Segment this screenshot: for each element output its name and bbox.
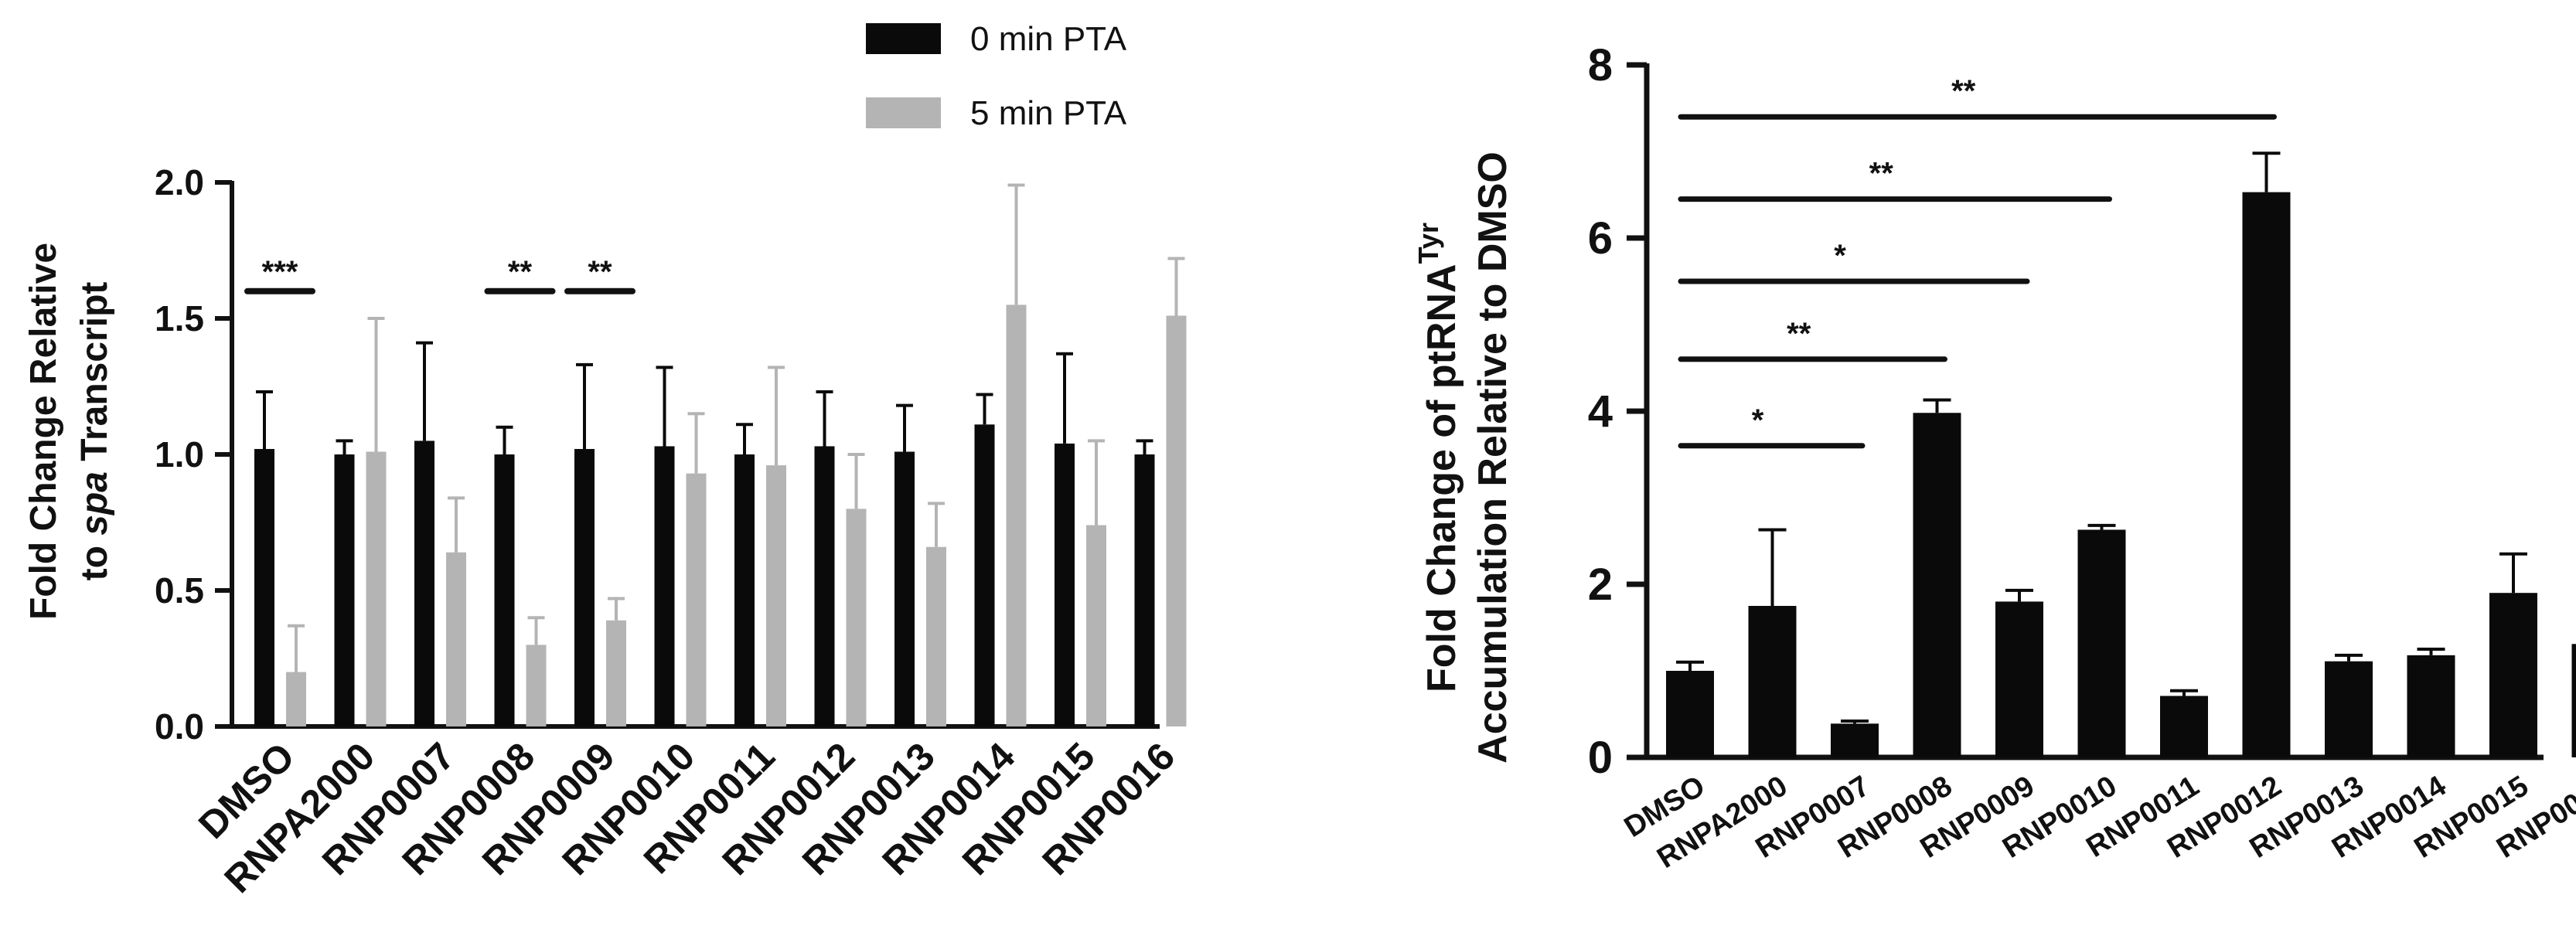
bar-min0 xyxy=(254,448,274,726)
bar xyxy=(1995,601,2043,757)
bar-min0 xyxy=(494,454,515,726)
y-tick-label: 0 xyxy=(1588,733,1613,783)
y-axis-title-part: Transcript xyxy=(74,282,115,471)
y-axis-title-line1: Fold Change of ptRNATyr xyxy=(1412,223,1464,692)
legend-swatch xyxy=(866,23,941,54)
y-tick-label: 4 xyxy=(1588,386,1613,437)
y-tick-label: 2 xyxy=(1588,560,1613,610)
bar-min0 xyxy=(894,451,915,726)
bar-min0 xyxy=(334,454,355,726)
bar xyxy=(1666,671,1714,757)
chart-spa-transcript: 0.00.51.01.52.0DMSORNPA2000RNP0007RNP000… xyxy=(23,20,1187,901)
bar xyxy=(1748,606,1797,757)
bar xyxy=(2160,696,2208,757)
bar-min0 xyxy=(974,424,995,726)
bar-min5 xyxy=(446,552,466,726)
legend: 0 min PTA 5 min PTA xyxy=(866,20,1127,132)
bar xyxy=(2571,644,2576,757)
bar-min0 xyxy=(1055,443,1075,726)
y-tick-label: 1.0 xyxy=(155,434,204,475)
bar-min5 xyxy=(926,546,946,726)
bar xyxy=(2325,661,2373,757)
significance-label: ** xyxy=(1869,157,1894,191)
y-tick-label: 0.0 xyxy=(155,706,204,747)
y-tick-label: 1.5 xyxy=(155,298,204,339)
y-tick-label: 6 xyxy=(1588,213,1613,264)
bar-min5 xyxy=(526,645,547,726)
bar-min5 xyxy=(1086,525,1106,726)
bar xyxy=(1913,413,1961,757)
bar-min0 xyxy=(814,446,835,726)
chart-ptrna-tyr: 02468DMSORNPA2000RNP0007RNP0008RNP0009RN… xyxy=(1412,40,2576,875)
bar xyxy=(1831,723,1879,757)
y-axis-title-line1: Fold Change Relative xyxy=(23,243,64,620)
y-axis-title-part: to xyxy=(74,536,115,581)
y-axis-title-line2: to spa Transcript xyxy=(74,282,115,581)
bar-min0 xyxy=(1134,454,1155,726)
bar-min5 xyxy=(366,451,387,726)
significance-label: ** xyxy=(1787,317,1811,351)
bar-min5 xyxy=(1166,315,1187,727)
bar xyxy=(2242,192,2291,757)
bar xyxy=(2407,655,2455,757)
bar-min0 xyxy=(574,448,595,726)
significance-label: ** xyxy=(508,255,533,289)
bar xyxy=(2077,529,2126,757)
bar-min5 xyxy=(846,509,867,726)
y-tick-label: 0.5 xyxy=(155,570,204,611)
y-axis-title-part: Fold Change of ptRNA xyxy=(1419,264,1464,692)
bar-min5 xyxy=(286,672,306,726)
bar-min5 xyxy=(606,620,626,726)
significance-label: ** xyxy=(1951,74,1976,108)
y-axis-title-line2: Accumulation Relative to DMSO xyxy=(1470,151,1515,764)
bar xyxy=(2489,593,2537,757)
y-axis-title-superscript: Tyr xyxy=(1412,223,1444,264)
legend-label: 5 min PTA xyxy=(970,94,1127,132)
bar-min5 xyxy=(1006,304,1027,726)
y-tick-label: 2.0 xyxy=(155,162,204,202)
y-tick-label: 8 xyxy=(1588,40,1613,90)
significance-label: ** xyxy=(588,255,612,289)
legend-swatch xyxy=(866,97,941,128)
bar-min5 xyxy=(766,465,786,726)
bar-min5 xyxy=(686,473,707,726)
y-axis-title-italic: spa xyxy=(74,471,115,536)
significance-label: * xyxy=(1834,239,1846,273)
bar-min0 xyxy=(734,454,755,726)
significance-label: *** xyxy=(262,255,298,289)
significance-label: * xyxy=(1752,403,1764,437)
bar-min0 xyxy=(414,441,434,726)
bar-min0 xyxy=(654,446,675,726)
legend-label: 0 min PTA xyxy=(970,20,1127,58)
